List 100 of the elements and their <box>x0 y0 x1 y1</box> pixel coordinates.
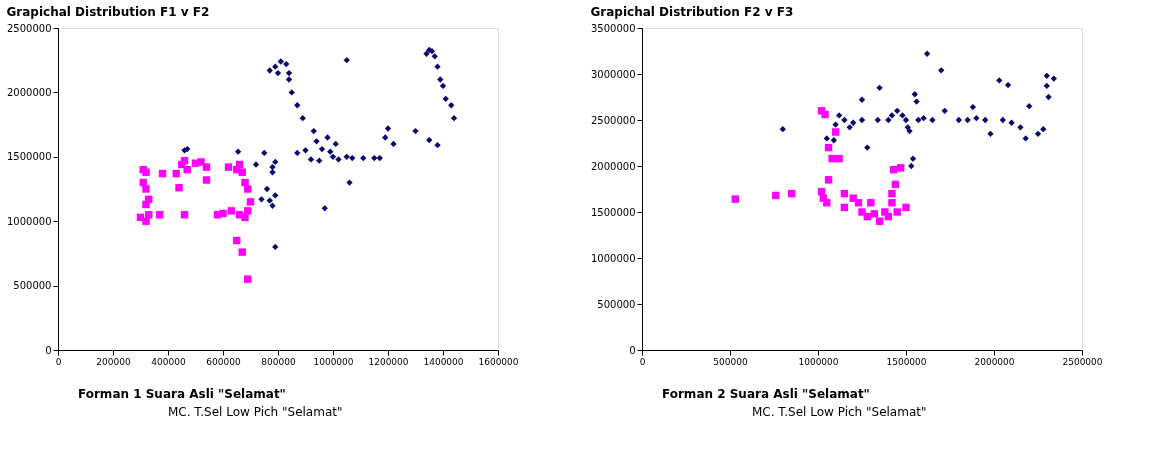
point <box>142 185 150 193</box>
point <box>324 134 331 141</box>
y-tick-label: 0 <box>629 344 636 356</box>
text: Forman 1 Suara Asli "Selamat" <box>78 387 286 401</box>
chart-title: Grapichal Distribution F2 v F3 <box>590 5 794 19</box>
point <box>885 116 892 124</box>
x-tick-label: 2000000 <box>974 356 1015 367</box>
point <box>269 202 276 209</box>
point <box>219 209 227 218</box>
x-tick-label: 1000000 <box>313 356 354 367</box>
point <box>294 149 301 157</box>
point <box>299 115 306 122</box>
point <box>258 196 265 203</box>
point <box>850 119 857 126</box>
point <box>915 116 922 124</box>
point <box>318 145 326 153</box>
point <box>316 157 323 164</box>
x-tick-label: 0 <box>55 356 62 367</box>
point <box>272 158 279 166</box>
point <box>894 107 901 114</box>
x-tick-label: 1200000 <box>368 356 409 367</box>
point <box>321 205 328 212</box>
point <box>202 176 211 184</box>
point <box>266 197 273 204</box>
point <box>1017 124 1024 131</box>
point <box>1022 135 1029 142</box>
point <box>830 137 837 144</box>
point <box>343 153 350 160</box>
y-tick-label: 2500000 <box>590 114 636 126</box>
point <box>434 63 441 70</box>
point <box>434 142 441 149</box>
y-tick-label: 1500000 <box>590 206 636 218</box>
point <box>184 145 191 153</box>
x-tick-label: 200000 <box>96 356 131 367</box>
point <box>1004 81 1012 89</box>
y-tick-label: 2000000 <box>590 160 636 172</box>
x-tick-label: 1400000 <box>423 356 464 367</box>
point <box>841 116 848 124</box>
text: Forman 2 Suara Asli "Selamat" <box>662 387 870 401</box>
point <box>274 69 282 77</box>
point <box>437 76 444 83</box>
point <box>371 154 378 162</box>
x-tick-label: 400000 <box>151 356 186 367</box>
x-tick-label: 1000000 <box>798 356 839 367</box>
x-tick-label: 0 <box>639 356 646 367</box>
point <box>288 89 295 96</box>
y-tick-label: 2500000 <box>6 22 52 34</box>
point <box>849 194 857 202</box>
point <box>864 144 871 151</box>
text: MC. T.Sel Low Pich "Selamat" <box>168 405 343 419</box>
point <box>266 67 273 74</box>
point <box>302 147 309 154</box>
point <box>923 50 931 57</box>
point <box>909 155 917 162</box>
point <box>888 189 896 198</box>
point <box>858 208 866 216</box>
point <box>1026 103 1033 110</box>
point <box>294 102 301 109</box>
y-tick-label: 500000 <box>13 280 52 292</box>
y-tick-label: 3500000 <box>590 22 636 34</box>
point <box>996 77 1003 84</box>
point <box>1040 126 1047 133</box>
point <box>329 153 337 160</box>
point <box>1045 93 1052 101</box>
point <box>246 198 255 206</box>
point <box>277 58 284 65</box>
point <box>920 115 927 122</box>
point <box>858 116 866 124</box>
point <box>241 178 249 187</box>
y-tick-label: 3000000 <box>590 68 636 80</box>
chart-title: Grapichal Distribution F1 v F2 <box>6 5 210 19</box>
point <box>929 116 936 124</box>
point <box>227 207 235 215</box>
point <box>897 164 905 172</box>
point <box>244 207 252 215</box>
point <box>412 127 419 135</box>
point <box>938 67 945 74</box>
point <box>423 50 430 57</box>
point <box>902 203 910 212</box>
point <box>899 112 906 119</box>
point <box>313 138 320 145</box>
x-tick-label: 500000 <box>713 356 748 367</box>
point <box>876 84 883 91</box>
point <box>955 116 962 124</box>
point <box>964 116 971 124</box>
point <box>823 135 830 142</box>
point <box>272 192 279 199</box>
point <box>439 82 447 90</box>
point <box>202 163 211 171</box>
point <box>390 140 397 148</box>
point <box>779 126 786 133</box>
point <box>1043 82 1050 90</box>
point <box>1008 119 1015 126</box>
y-tick-label: 1000000 <box>590 252 636 264</box>
x-tick-label: 800000 <box>261 356 296 367</box>
point <box>272 63 279 70</box>
point <box>999 116 1006 124</box>
point <box>870 210 879 218</box>
point <box>731 195 739 203</box>
point <box>846 124 853 131</box>
